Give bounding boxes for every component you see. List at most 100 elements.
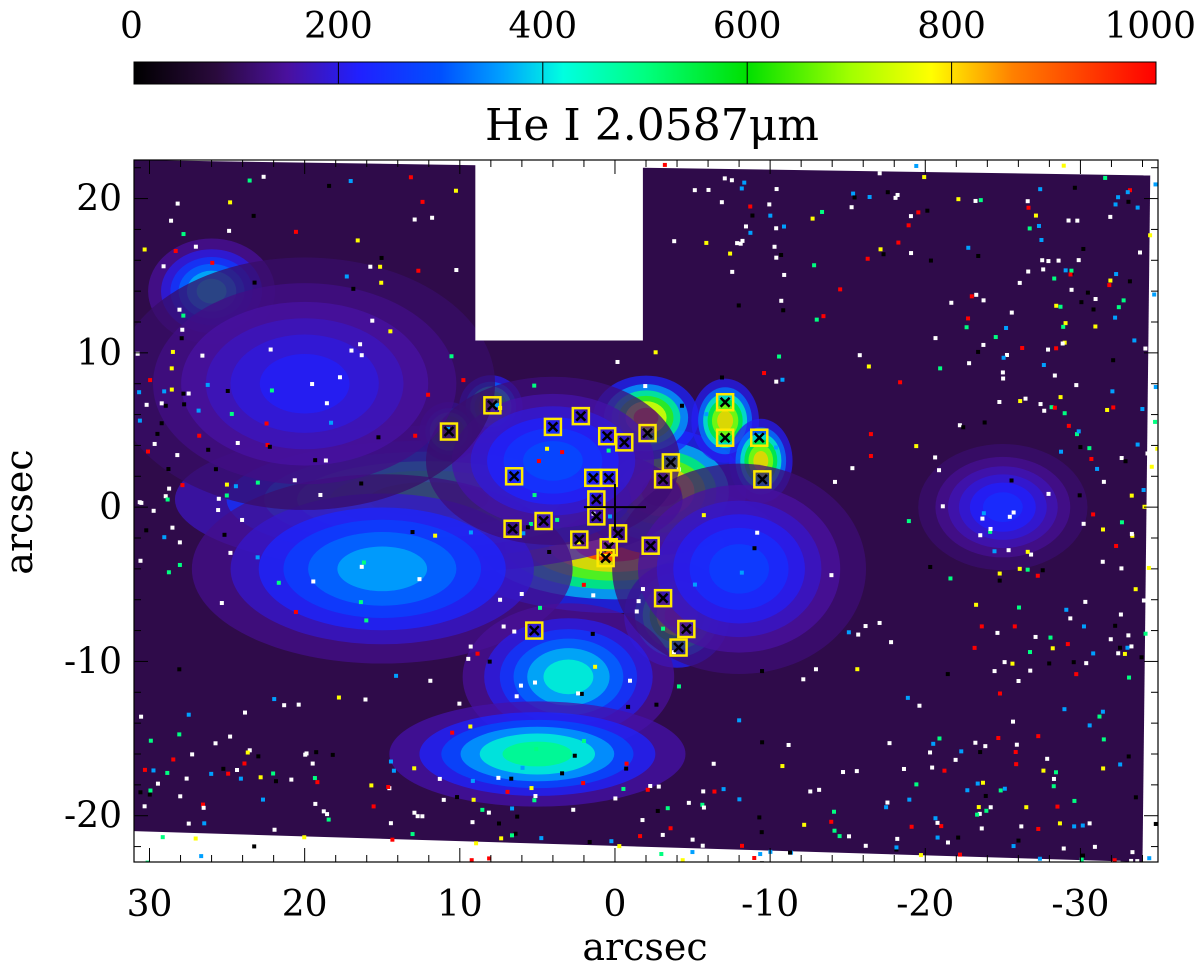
noise-pixel [197, 433, 202, 438]
noise-pixel [222, 532, 227, 537]
noise-pixel [1054, 303, 1059, 308]
noise-pixel [692, 582, 697, 587]
noise-pixel [1149, 464, 1154, 469]
noise-pixel [181, 313, 186, 318]
noise-pixel [808, 789, 813, 794]
noise-pixel [831, 809, 836, 814]
noise-pixel [1076, 429, 1081, 434]
emission-blob [982, 492, 1023, 523]
source-box [750, 428, 769, 447]
chart-title: He I 2.0587μm [485, 100, 819, 151]
noise-pixel [165, 497, 170, 502]
source-box [641, 536, 660, 555]
noise-pixel [213, 467, 218, 472]
noise-pixel [1061, 846, 1066, 851]
source-marker [525, 621, 544, 640]
noise-pixel [721, 787, 726, 792]
noise-pixel [1057, 821, 1062, 826]
noise-pixel [470, 820, 475, 825]
noise-pixel [908, 214, 913, 219]
noise-pixel [906, 223, 911, 228]
noise-pixel [547, 549, 552, 554]
noise-pixel [1064, 607, 1069, 612]
noise-pixel [1016, 678, 1021, 683]
noise-pixel [264, 421, 269, 426]
noise-pixel [1135, 859, 1140, 862]
noise-pixel [760, 740, 765, 745]
source-box [503, 519, 522, 538]
noise-pixel [735, 241, 740, 246]
noise-pixel [661, 626, 666, 631]
noise-pixel [898, 380, 903, 385]
noise-pixel [984, 808, 989, 813]
noise-pixel [1077, 493, 1082, 498]
noise-pixel [394, 673, 399, 678]
noise-pixel [420, 199, 425, 204]
source-x-stroke [507, 523, 518, 535]
noise-pixel [1147, 796, 1152, 801]
noise-pixel [242, 761, 247, 766]
noise-pixel [468, 724, 473, 729]
noise-pixel [1065, 642, 1070, 647]
source-marker [653, 588, 673, 608]
source-x-stroke [753, 432, 765, 444]
noise-pixel [1025, 199, 1030, 204]
noise-pixel [363, 697, 368, 702]
noise-pixel [1143, 631, 1148, 636]
noise-pixel [692, 188, 697, 193]
noise-pixel [468, 530, 473, 535]
noise-pixel [624, 766, 629, 771]
noise-pixel [752, 546, 757, 551]
noise-pixel [1103, 175, 1108, 180]
noise-pixel [260, 797, 265, 802]
noise-pixel [1080, 823, 1085, 828]
noise-pixel [877, 171, 882, 176]
noise-pixel [560, 771, 565, 776]
noise-pixel [613, 796, 618, 801]
noise-pixel [1108, 214, 1113, 219]
noise-pixel [327, 183, 332, 188]
noise-pixel [730, 269, 735, 274]
emission-blob [502, 741, 573, 767]
noise-pixel [832, 479, 837, 484]
source-x-stroke [645, 540, 657, 552]
noise-pixel [979, 624, 984, 629]
noise-pixel [252, 844, 257, 849]
noise-pixel [267, 444, 272, 449]
noise-pixel [496, 821, 501, 826]
noise-pixel [1101, 479, 1106, 484]
source-x-stroke [590, 511, 602, 522]
noise-pixel [337, 375, 342, 380]
noise-pixel [638, 834, 643, 839]
noise-pixel [1002, 660, 1007, 665]
noise-pixel [738, 241, 743, 246]
noise-pixel [163, 494, 168, 499]
source-marker [503, 519, 522, 538]
noise-pixel [1153, 385, 1158, 390]
noise-pixel [514, 694, 519, 699]
noise-pixel [1110, 389, 1115, 394]
noise-pixel [701, 805, 706, 810]
noise-pixel [315, 780, 320, 785]
noise-pixel [857, 353, 862, 358]
noise-pixel [863, 624, 868, 629]
source-x-stroke [575, 410, 587, 422]
noise-pixel [1014, 742, 1019, 747]
noise-pixel [711, 761, 716, 766]
noise-pixel [202, 821, 207, 826]
noise-pixel [701, 513, 706, 518]
noise-pixel [379, 255, 384, 260]
noise-pixel [981, 511, 986, 516]
noise-pixel [1069, 268, 1074, 273]
noise-pixel [856, 632, 861, 637]
source-x-stroke [590, 494, 602, 505]
x-tick-label: 0 [604, 884, 627, 925]
noise-pixel [457, 701, 462, 706]
noise-pixel [917, 703, 922, 708]
noise-pixel [867, 194, 872, 199]
noise-pixel [1119, 520, 1124, 525]
noise-pixel [1001, 376, 1006, 381]
source-x-stroke [538, 515, 549, 527]
source-x-stroke [573, 534, 585, 545]
